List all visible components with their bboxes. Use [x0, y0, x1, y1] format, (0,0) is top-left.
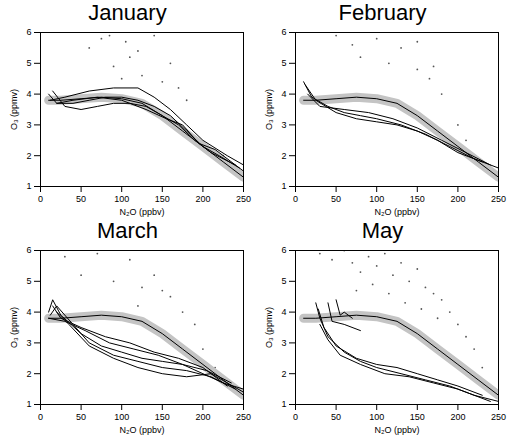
svg-text:6: 6 — [281, 27, 286, 37]
svg-text:250: 250 — [236, 194, 251, 204]
svg-text:200: 200 — [450, 194, 465, 204]
svg-text:3: 3 — [281, 338, 286, 348]
svg-text:100: 100 — [369, 194, 384, 204]
svg-text:1: 1 — [26, 181, 31, 191]
svg-text:250: 250 — [491, 412, 506, 422]
svg-text:2: 2 — [26, 369, 31, 379]
svg-text:3: 3 — [26, 120, 31, 130]
svg-text:250: 250 — [236, 412, 251, 422]
svg-text:50: 50 — [331, 412, 341, 422]
html-text:May: May — [361, 218, 404, 243]
svg-text:2: 2 — [281, 151, 286, 161]
svg-text:200: 200 — [195, 194, 210, 204]
svg-text:N₂O (ppbv): N₂O (ppbv) — [119, 425, 164, 435]
svg-text:150: 150 — [410, 194, 425, 204]
svg-text:3: 3 — [281, 120, 286, 130]
svg-text:O₃ (ppmv): O₃ (ppmv) — [264, 307, 274, 348]
svg-text:100: 100 — [114, 412, 129, 422]
html-text:February: February — [338, 0, 427, 25]
svg-text:1: 1 — [26, 399, 31, 409]
svg-text:5: 5 — [26, 58, 31, 68]
svg-text:1: 1 — [281, 181, 286, 191]
svg-text:250: 250 — [491, 194, 506, 204]
svg-text:100: 100 — [114, 194, 129, 204]
svg-text:0: 0 — [293, 412, 298, 422]
svg-text:O₃ (ppmv): O₃ (ppmv) — [264, 89, 274, 130]
svg-text:1: 1 — [281, 399, 286, 409]
svg-text:50: 50 — [76, 412, 86, 422]
svg-text:0: 0 — [293, 194, 298, 204]
svg-text:0: 0 — [38, 412, 43, 422]
svg-text:50: 50 — [331, 194, 341, 204]
svg-text:3: 3 — [26, 338, 31, 348]
svg-text:6: 6 — [26, 245, 31, 255]
svg-text:50: 50 — [76, 194, 86, 204]
svg-text:N₂O (ppbv): N₂O (ppbv) — [374, 425, 419, 435]
svg-text:150: 150 — [410, 412, 425, 422]
svg-text:2: 2 — [26, 151, 31, 161]
svg-text:N₂O (ppbv): N₂O (ppbv) — [119, 207, 164, 217]
svg-text:2: 2 — [281, 369, 286, 379]
svg-text:200: 200 — [450, 412, 465, 422]
svg-text:200: 200 — [195, 412, 210, 422]
svg-text:6: 6 — [26, 27, 31, 37]
html-text:March: March — [96, 218, 159, 243]
svg-text:5: 5 — [26, 276, 31, 286]
html-text:January: January — [88, 0, 167, 25]
svg-text:6: 6 — [281, 245, 286, 255]
svg-text:5: 5 — [281, 276, 286, 286]
svg-text:150: 150 — [155, 412, 170, 422]
svg-text:5: 5 — [281, 58, 286, 68]
svg-text:4: 4 — [26, 307, 31, 317]
svg-text:0: 0 — [38, 194, 43, 204]
svg-text:N₂O (ppbv): N₂O (ppbv) — [374, 207, 419, 217]
svg-text:4: 4 — [281, 89, 286, 99]
svg-text:4: 4 — [26, 89, 31, 99]
svg-text:O₃ (ppmv): O₃ (ppmv) — [9, 307, 19, 348]
svg-text:100: 100 — [369, 412, 384, 422]
svg-text:4: 4 — [281, 307, 286, 317]
svg-text:O₃ (ppmv): O₃ (ppmv) — [9, 89, 19, 130]
svg-text:150: 150 — [155, 194, 170, 204]
